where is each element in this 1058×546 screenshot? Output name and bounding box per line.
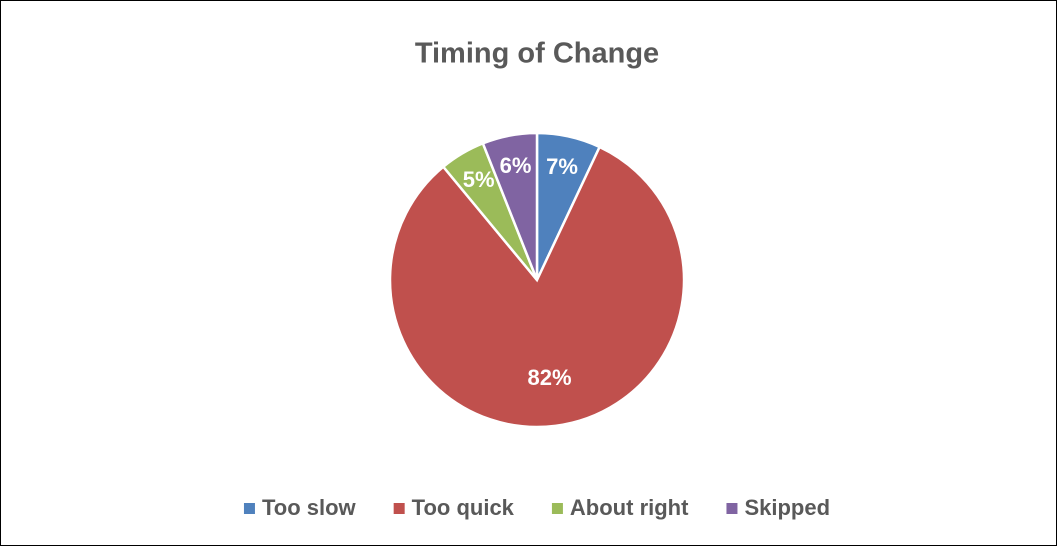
legend-swatch [393,503,405,514]
data-label: 82% [528,365,572,390]
legend-label: About right [570,495,689,520]
legend-swatch [243,503,255,514]
pie-slice [388,145,686,429]
legend-label: Skipped [744,495,830,520]
data-label: 6% [500,153,532,178]
data-label: 5% [463,167,495,192]
chart-title: Timing of Change [415,38,659,70]
pie-slice [481,131,539,281]
legend-swatch [726,503,738,514]
legend-label: Too quick [412,495,515,520]
data-label: 7% [546,154,578,179]
legend-swatch [551,503,563,514]
legend-label: Too slow [262,495,357,520]
